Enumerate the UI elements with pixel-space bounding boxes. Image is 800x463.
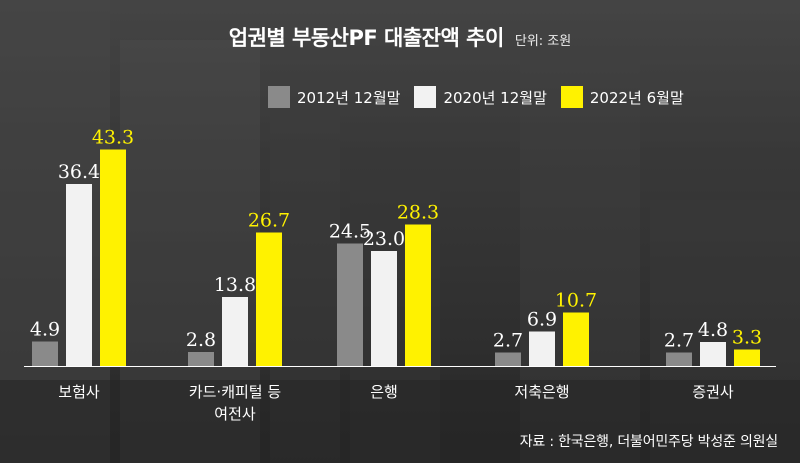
category-label-3-line0: 저축은행: [514, 383, 569, 401]
bar-2020-cat4: [700, 342, 726, 366]
value-label-2022-cat3: 10.7: [555, 290, 597, 312]
source-note: 자료 : 한국은행, 더불어민주당 박성준 의원실: [519, 434, 778, 450]
chart-unit: 단위: 조원: [514, 34, 572, 49]
value-label-2012-cat1: 2.8: [186, 329, 216, 351]
value-label-2022-cat2: 28.3: [397, 202, 439, 224]
bar-2020-cat3: [529, 331, 555, 366]
value-label-2020-cat1: 13.8: [214, 274, 256, 296]
bar-2022-cat2: [405, 224, 431, 366]
bar-2012-cat0: [32, 341, 58, 366]
bar-2022-cat4: [734, 349, 760, 366]
category-label-2-line0: 은행: [370, 383, 398, 401]
legend: 2012년 12월말 2020년 12월말 2022년 6월말: [268, 86, 684, 108]
value-label-2012-cat4: 2.7: [664, 330, 694, 352]
chart-title: 업권별 부동산PF 대출잔액 추이: [228, 26, 505, 50]
value-label-2020-cat3: 6.9: [527, 309, 557, 331]
value-label-2020-cat0: 36.4: [58, 161, 100, 183]
category-label-0-line0: 보험사: [58, 383, 100, 401]
category-label-1-line1: 여전사: [214, 405, 256, 423]
legend-label-2022: 2022년 6월말: [589, 88, 684, 107]
legend-label-2020: 2020년 12월말: [443, 88, 547, 107]
legend-label-2012: 2012년 12월말: [297, 88, 401, 107]
value-label-2012-cat0: 4.9: [30, 319, 60, 341]
legend-swatch-2012: [268, 86, 290, 108]
bar-2012-cat3: [495, 352, 521, 366]
bar-2022-cat1: [256, 232, 282, 366]
bar-2020-cat1: [222, 297, 248, 366]
legend-item-2020: 2020년 12월말: [414, 86, 547, 108]
category-label-1-line0: 카드·캐피털 등: [189, 383, 282, 401]
bar-2022-cat3: [563, 312, 589, 366]
value-label-2012-cat2: 24.5: [329, 221, 371, 243]
bar-2022-cat0: [100, 149, 126, 366]
bar-2012-cat1: [188, 352, 214, 366]
value-label-2022-cat0: 43.3: [92, 127, 134, 149]
value-label-2020-cat4: 4.8: [698, 319, 728, 341]
value-label-2022-cat4: 3.3: [732, 327, 762, 349]
bar-2020-cat2: [371, 251, 397, 366]
value-label-2012-cat3: 2.7: [493, 330, 523, 352]
chart-header: 업권별 부동산PF 대출잔액 추이 단위: 조원: [0, 22, 800, 52]
value-label-2020-cat2: 23.0: [363, 228, 405, 250]
category-label-4-line0: 증권사: [692, 383, 734, 401]
legend-item-2022: 2022년 6월말: [560, 86, 684, 108]
legend-item-2012: 2012년 12월말: [268, 86, 400, 108]
bar-2012-cat2: [337, 243, 363, 366]
bar-2012-cat4: [666, 352, 692, 366]
value-label-2022-cat1: 26.7: [248, 210, 290, 232]
legend-swatch-2022: [560, 86, 583, 108]
bar-2020-cat0: [66, 184, 92, 366]
legend-swatch-2020: [414, 86, 437, 108]
